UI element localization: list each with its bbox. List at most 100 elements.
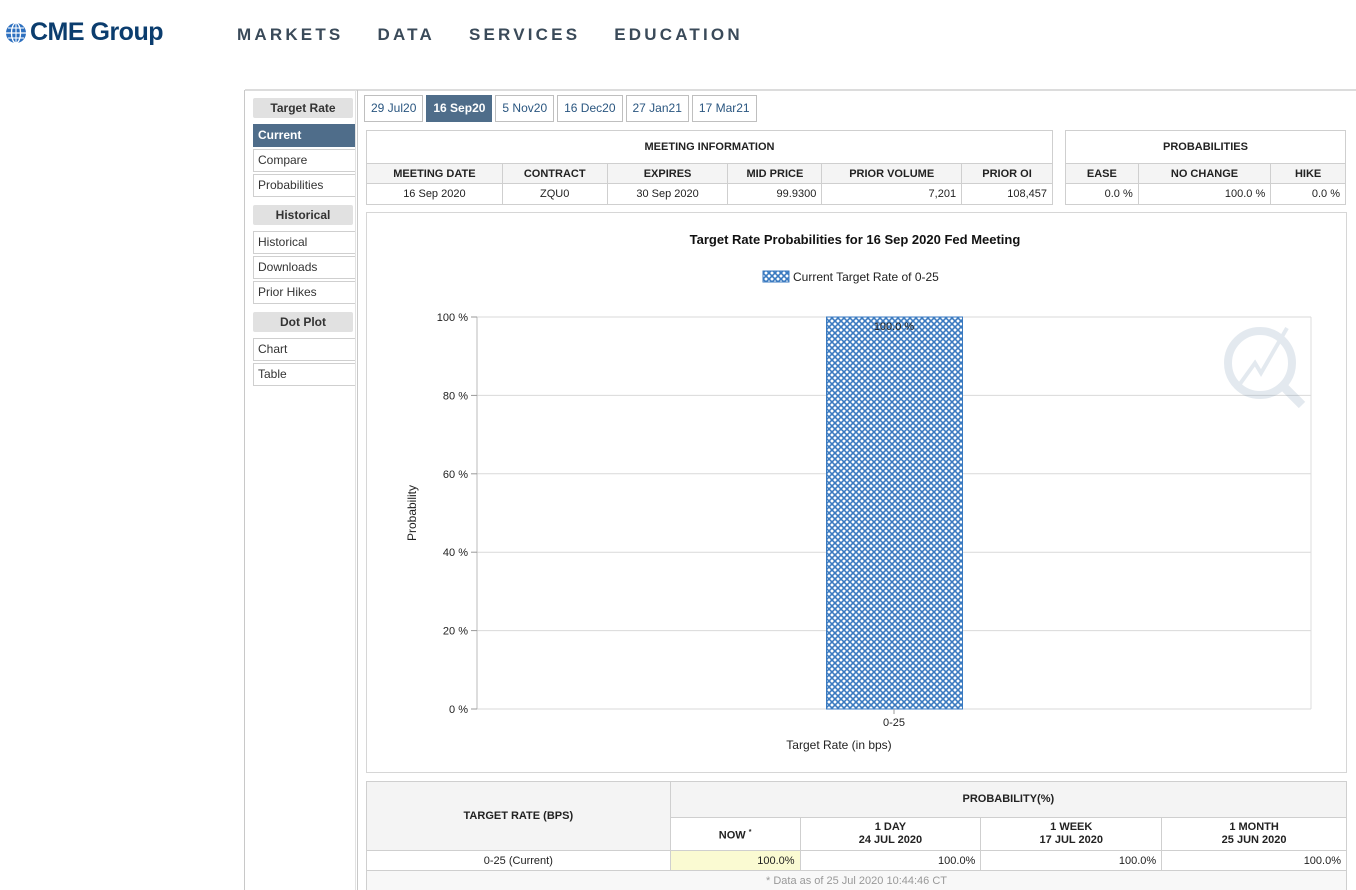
chart-svg: Target Rate Probabilities for 16 Sep 202… (405, 232, 1312, 752)
col-1-day: 1 DAY 24 JUL 2020 (799, 817, 982, 851)
prior-volume-value: 7,201 (821, 183, 963, 205)
y-axis-ticks: 0 % 20 % 40 % 60 % 80 % 100 % (437, 312, 477, 716)
target-rate-chart: Target Rate Probabilities for 16 Sep 202… (366, 212, 1347, 773)
sidebar-item-table[interactable]: Table (253, 363, 355, 386)
y-tick-label: 100 % (437, 312, 468, 324)
meeting-info-title: MEETING INFORMATION (366, 130, 1053, 164)
globe-icon (6, 21, 26, 44)
y-tick-label: 20 % (443, 626, 468, 638)
col-1-day-title: 1 DAY (874, 821, 907, 833)
sidebar-header-dot-plot: Dot Plot (253, 312, 353, 332)
no-change-value: 100.0 % (1137, 183, 1272, 205)
target-rate-header: TARGET RATE (BPS) (366, 781, 671, 851)
brand-name: CME Group (30, 18, 164, 46)
nav-markets[interactable]: MARKETS (237, 25, 344, 44)
col-now-mark: * (748, 828, 752, 836)
meeting-info-table: MEETING INFORMATION MEETING DATE CONTRAC… (366, 130, 1053, 205)
col-now-title: NOW (718, 829, 746, 842)
nav-education[interactable]: EDUCATION (614, 25, 743, 44)
frame-top-border (245, 89, 1356, 91)
main-nav: MARKETS DATA SERVICES EDUCATION (237, 25, 743, 45)
sidebar-item-historical[interactable]: Historical (253, 231, 355, 254)
mid-price-value: 99.9300 (727, 183, 823, 205)
col-contract: CONTRACT (501, 163, 608, 184)
bar-0-25 (826, 316, 963, 710)
col-now: NOW * (669, 817, 801, 851)
table-row: 0-25 (Current) 100.0% 100.0% 100.0% 100.… (366, 850, 1347, 871)
col-no-change: NO CHANGE (1137, 163, 1272, 184)
col-1-week: 1 WEEK 17 JUL 2020 (980, 817, 1163, 851)
ease-value: 0.0 % (1065, 183, 1139, 205)
col-1-month: 1 MONTH 25 JUN 2020 (1161, 817, 1347, 851)
nav-services[interactable]: SERVICES (468, 25, 581, 44)
y-tick-label: 80 % (443, 390, 468, 402)
meeting-date-value: 16 Sep 2020 (366, 183, 503, 205)
sidebar-item-probabilities[interactable]: Probabilities (253, 174, 355, 197)
sidebar-item-current[interactable]: Current (253, 124, 355, 147)
col-1-month-title: 1 MONTH (1229, 821, 1279, 833)
col-meeting-date: MEETING DATE (366, 163, 503, 184)
1-day-cell: 100.0% (799, 850, 982, 871)
1-week-cell: 100.0% (980, 850, 1163, 871)
sidebar-group-target-rate: Target Rate Current Compare Probabilitie… (253, 98, 355, 197)
now-cell: 100.0% (669, 850, 801, 871)
sidebar-item-prior-hikes[interactable]: Prior Hikes (253, 281, 355, 304)
sidebar-group-dot-plot: Dot Plot Chart Table (253, 312, 355, 386)
sidebar-group-historical: Historical Historical Downloads Prior Hi… (253, 205, 355, 304)
data-timestamp-note: * Data as of 25 Jul 2020 10:44:46 CT (366, 870, 1347, 890)
col-1-month-date: 25 JUN 2020 (1221, 834, 1287, 846)
top-header: CME Group MARKETS DATA SERVICES EDUCATIO… (0, 0, 1356, 70)
probabilities-table: PROBABILITIES EASE NO CHANGE HIKE 0.0 % … (1065, 130, 1346, 205)
tab-16-dec20[interactable]: 16 Dec20 (557, 95, 623, 122)
hike-value: 0.0 % (1270, 183, 1346, 205)
probability-header: PROBABILITY(%) (669, 781, 1348, 818)
chart-title: Target Rate Probabilities for 16 Sep 202… (690, 232, 1021, 247)
col-hike: HIKE (1270, 163, 1346, 184)
tab-16-sep20[interactable]: 16 Sep20 (426, 95, 493, 122)
nav-data[interactable]: DATA (377, 25, 435, 44)
sidebar: Target Rate Current Compare Probabilitie… (253, 98, 355, 394)
rate-cell: 0-25 (Current) (366, 850, 671, 871)
1-month-cell: 100.0% (1161, 850, 1347, 871)
watermark-logo (1224, 326, 1306, 409)
tab-29-jul20[interactable]: 29 Jul20 (364, 95, 424, 122)
col-expires: EXPIRES (606, 163, 729, 184)
legend-label: Current Target Rate of 0-25 (793, 270, 939, 284)
x-tick-label: 0-25 (883, 717, 905, 729)
sidebar-item-downloads[interactable]: Downloads (253, 256, 355, 279)
col-1-day-date: 24 JUL 2020 (858, 834, 923, 846)
sidebar-item-chart[interactable]: Chart (253, 338, 355, 361)
x-axis-label: Target Rate (in bps) (786, 738, 891, 752)
chart-bars: 100.0 % (826, 316, 963, 710)
x-axis-ticks: 0-25 (883, 709, 905, 729)
tab-17-mar21[interactable]: 17 Mar21 (691, 95, 757, 122)
sidebar-divider (357, 90, 358, 890)
col-prior-volume: PRIOR VOLUME (821, 163, 963, 184)
col-ease: EASE (1065, 163, 1139, 184)
prior-oi-value: 108,457 (961, 183, 1053, 205)
expires-value: 30 Sep 2020 (606, 183, 729, 205)
sidebar-header-historical: Historical (253, 205, 353, 225)
probabilities-title: PROBABILITIES (1065, 130, 1346, 164)
col-mid-price: MID PRICE (727, 163, 823, 184)
legend-swatch (762, 270, 790, 283)
sidebar-divider-light (355, 90, 356, 890)
y-tick-label: 60 % (443, 469, 468, 481)
tab-27-jan21[interactable]: 27 Jan21 (625, 95, 689, 122)
tab-5-nov20[interactable]: 5 Nov20 (495, 95, 555, 122)
sidebar-item-compare[interactable]: Compare (253, 149, 355, 172)
sidebar-header-target-rate: Target Rate (253, 98, 353, 118)
cme-logo[interactable]: CME Group (5, 18, 164, 47)
frame-left-border (244, 90, 245, 890)
y-tick-label: 0 % (449, 704, 468, 716)
contract-value: ZQU0 (501, 183, 608, 205)
col-prior-oi: PRIOR OI (961, 163, 1053, 184)
probability-history-table: TARGET RATE (BPS) PROBABILITY(%) NOW * 1… (366, 781, 1348, 890)
col-1-week-date: 17 JUL 2020 (1039, 834, 1103, 846)
y-tick-label: 40 % (443, 547, 468, 559)
chart-legend: Current Target Rate of 0-25 (762, 270, 939, 284)
col-1-week-title: 1 WEEK (1050, 821, 1093, 833)
bar-data-label: 100.0 % (874, 321, 915, 333)
y-axis-label: Probability (405, 485, 419, 541)
meeting-tabs: 29 Jul20 16 Sep20 5 Nov20 16 Dec20 27 Ja… (364, 95, 757, 122)
